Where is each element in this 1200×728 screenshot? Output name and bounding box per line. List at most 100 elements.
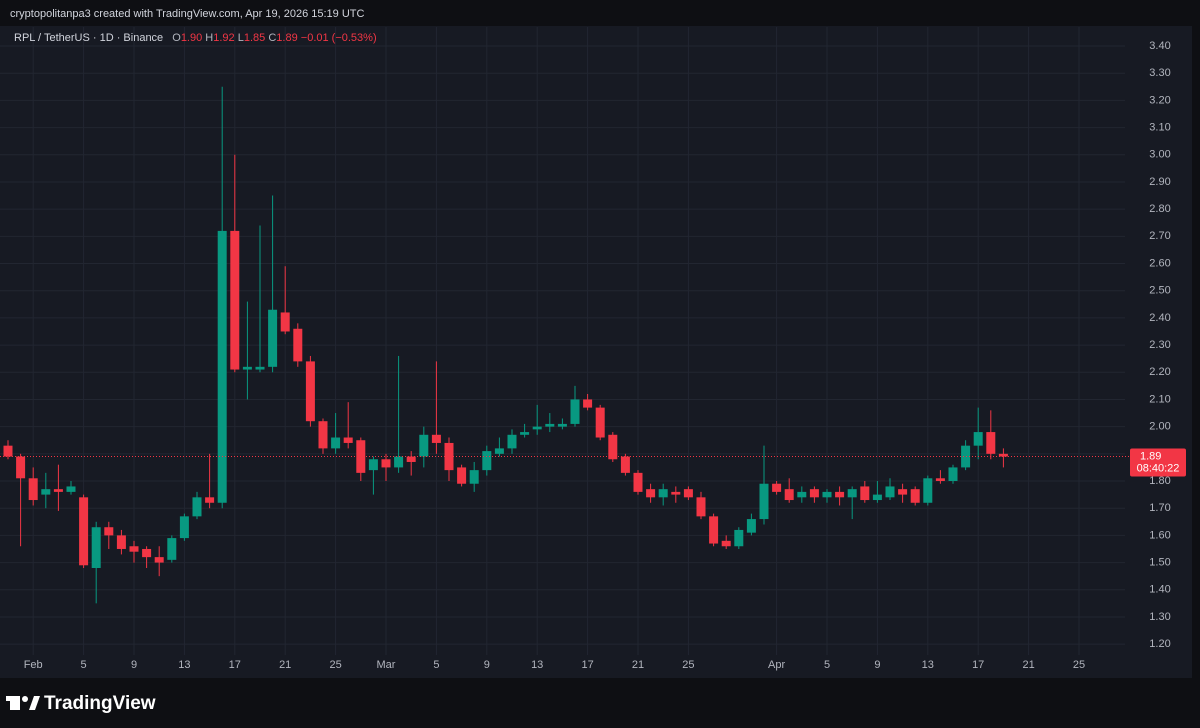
y-tick-label: 1.50 bbox=[1149, 556, 1170, 568]
y-tick-label: 3.10 bbox=[1149, 121, 1170, 133]
candle-body bbox=[935, 478, 945, 482]
candle-body bbox=[784, 489, 794, 501]
candles bbox=[3, 86, 1008, 604]
candle-body bbox=[910, 489, 920, 503]
ohlc-value: 1.92 bbox=[213, 32, 234, 44]
y-tick-label: 3.40 bbox=[1149, 40, 1170, 52]
y-tick-label: 2.50 bbox=[1149, 285, 1170, 297]
candle-body bbox=[280, 312, 290, 332]
x-tick-label: Apr bbox=[768, 659, 785, 671]
candle-body bbox=[469, 470, 479, 484]
candle-body bbox=[293, 328, 303, 362]
x-tick-label: 21 bbox=[279, 659, 291, 671]
candle-body bbox=[419, 434, 429, 457]
candle-body bbox=[3, 445, 13, 457]
chart-panel bbox=[0, 26, 1192, 678]
x-tick-label: Mar bbox=[377, 659, 396, 671]
candle-body bbox=[822, 491, 832, 498]
candle-body bbox=[457, 467, 467, 484]
candle-body bbox=[759, 483, 769, 520]
y-tick-label: 1.30 bbox=[1149, 611, 1170, 623]
candle-body bbox=[570, 399, 580, 424]
x-tick-label: Feb bbox=[24, 659, 43, 671]
candle-body bbox=[671, 491, 681, 495]
candle-body bbox=[255, 366, 265, 370]
candle-body bbox=[948, 467, 958, 482]
candle-body bbox=[973, 432, 983, 446]
y-tick-label: 1.80 bbox=[1149, 475, 1170, 487]
x-tick-label: 17 bbox=[972, 659, 984, 671]
candle-body bbox=[53, 489, 63, 492]
candle-body bbox=[331, 437, 341, 449]
logo-dot bbox=[22, 696, 28, 702]
candle-body bbox=[595, 407, 605, 438]
candle-body bbox=[923, 478, 933, 503]
candle-body bbox=[709, 516, 719, 544]
ohlc-key: H bbox=[205, 32, 213, 44]
candle-body bbox=[545, 423, 555, 427]
candle-body bbox=[734, 529, 744, 547]
candle-body bbox=[898, 489, 908, 495]
candle-body bbox=[16, 456, 26, 479]
ohlc-key: L bbox=[238, 32, 244, 44]
y-tick-label: 2.10 bbox=[1149, 393, 1170, 405]
candle-body bbox=[860, 486, 870, 501]
candle-body bbox=[179, 516, 189, 539]
x-tick-label: 13 bbox=[922, 659, 934, 671]
candle-body bbox=[998, 453, 1008, 457]
x-tick-label: 9 bbox=[874, 659, 880, 671]
candle-body bbox=[394, 456, 404, 468]
y-tick-label: 3.20 bbox=[1149, 94, 1170, 106]
ohlc-value: 1.89 bbox=[276, 32, 297, 44]
candle-body bbox=[772, 483, 782, 492]
candle-body bbox=[318, 421, 328, 449]
candle-body bbox=[305, 361, 315, 422]
candle-body bbox=[872, 494, 882, 501]
candle-body bbox=[217, 230, 227, 503]
candle-body bbox=[809, 489, 819, 498]
candle-body bbox=[797, 491, 807, 498]
x-tick-label: 25 bbox=[329, 659, 341, 671]
candle-body bbox=[368, 459, 378, 471]
candle-body bbox=[482, 451, 492, 471]
y-tick-label: 3.00 bbox=[1149, 149, 1170, 161]
y-tick-label: 2.00 bbox=[1149, 421, 1170, 433]
candle-body bbox=[683, 489, 693, 498]
y-tick-label: 2.60 bbox=[1149, 257, 1170, 269]
candle-body bbox=[129, 546, 139, 552]
candle-body bbox=[885, 486, 895, 498]
candle-body bbox=[520, 432, 530, 435]
candle-body bbox=[230, 230, 240, 370]
logo-slash bbox=[29, 696, 40, 710]
candle-body bbox=[557, 423, 567, 427]
y-tick-label: 2.30 bbox=[1149, 339, 1170, 351]
x-tick-label: 5 bbox=[433, 659, 439, 671]
candle-body bbox=[494, 448, 504, 454]
candle-body bbox=[583, 399, 593, 408]
grid bbox=[0, 27, 1125, 655]
candle-body bbox=[696, 497, 706, 517]
candle-body bbox=[620, 456, 630, 473]
candle-body bbox=[205, 497, 215, 503]
x-tick-label: 21 bbox=[1022, 659, 1034, 671]
candle-body bbox=[847, 489, 857, 498]
candle-body bbox=[242, 366, 252, 370]
candle-body bbox=[268, 309, 278, 367]
brand: TradingView bbox=[44, 693, 156, 714]
x-tick-label: 9 bbox=[484, 659, 490, 671]
candle-body bbox=[835, 491, 845, 498]
candle-body bbox=[116, 535, 126, 549]
x-tick-label: 9 bbox=[131, 659, 137, 671]
x-tick-label: 5 bbox=[81, 659, 87, 671]
y-tick-label: 1.40 bbox=[1149, 584, 1170, 596]
candle-body bbox=[154, 557, 164, 563]
y-tick-label: 3.30 bbox=[1149, 67, 1170, 79]
ohlc-value: 1.85 bbox=[244, 32, 265, 44]
candle-body bbox=[28, 478, 38, 501]
x-tick-label: 17 bbox=[581, 659, 593, 671]
price-tag bbox=[1130, 448, 1186, 477]
y-tick-label: 2.70 bbox=[1149, 230, 1170, 242]
x-tick-label: 17 bbox=[229, 659, 241, 671]
candle-body bbox=[406, 456, 416, 462]
